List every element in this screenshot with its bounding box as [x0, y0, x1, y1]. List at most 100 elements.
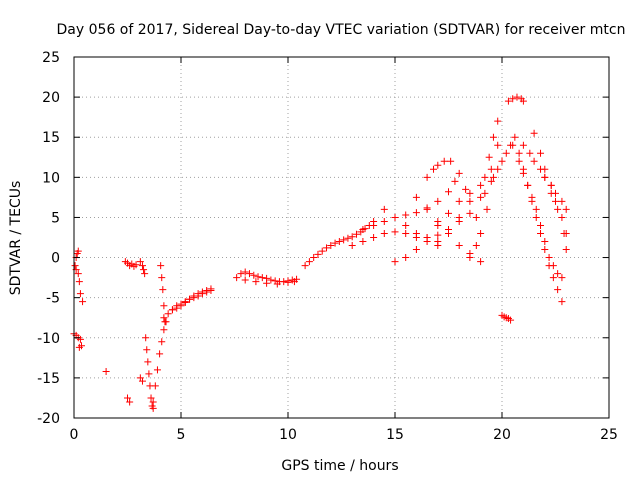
y-tick-label: 0 — [51, 251, 60, 267]
series-late-e — [515, 157, 566, 282]
data-point — [156, 350, 164, 358]
data-point — [481, 189, 489, 197]
data-point — [143, 346, 151, 354]
data-point — [549, 262, 557, 270]
data-point — [541, 238, 549, 246]
series-day-g — [434, 165, 495, 246]
data-point — [75, 343, 83, 351]
data-point — [370, 221, 378, 229]
data-point — [177, 302, 185, 310]
data-point — [348, 242, 356, 250]
data-point — [554, 270, 562, 278]
data-point — [434, 197, 442, 205]
x-tick-label: 0 — [70, 427, 79, 443]
data-point — [466, 254, 474, 262]
data-point — [412, 209, 420, 217]
series-day-i — [472, 117, 502, 221]
data-point — [485, 153, 493, 161]
y-tick-label: 10 — [42, 170, 60, 186]
series-late-g — [530, 129, 570, 237]
data-point — [412, 193, 420, 201]
data-point — [254, 273, 262, 281]
data-point — [402, 254, 410, 262]
grid — [74, 57, 609, 418]
series-day-b — [348, 228, 442, 250]
data-point — [528, 193, 536, 201]
series-isolated — [102, 367, 146, 406]
x-tick-label: 25 — [600, 427, 618, 443]
data-point — [71, 262, 79, 270]
data-point — [158, 274, 166, 282]
data-point — [477, 258, 485, 266]
data-point — [423, 205, 431, 213]
data-point — [541, 165, 549, 173]
data-point — [558, 274, 566, 282]
data-point — [487, 177, 495, 185]
data-point — [145, 370, 153, 378]
data-point — [515, 149, 523, 157]
data-point — [434, 238, 442, 246]
y-axis-label: SDTVAR / TECUs — [8, 181, 24, 296]
data-point — [241, 276, 249, 284]
data-point — [455, 213, 463, 221]
data-point — [181, 298, 189, 306]
series-track-2.5h — [121, 258, 140, 270]
data-point — [537, 149, 545, 157]
data-point — [348, 233, 356, 241]
y-tick-label: -20 — [37, 411, 60, 427]
data-point — [509, 141, 517, 149]
data-point — [509, 95, 517, 103]
chart-title: Day 056 of 2017, Sidereal Day-to-day VTE… — [57, 22, 626, 38]
data-point — [412, 246, 420, 254]
data-point — [440, 157, 448, 165]
data-point — [466, 209, 474, 217]
data-point — [159, 286, 167, 294]
data-point — [380, 205, 388, 213]
data-point — [545, 254, 553, 262]
data-point — [263, 279, 271, 287]
series-spike-4.1h — [157, 262, 169, 326]
data-point — [380, 229, 388, 237]
data-point — [423, 234, 431, 241]
data-point — [519, 141, 527, 149]
y-tick-label: -10 — [37, 331, 60, 347]
y-tick-label: 20 — [42, 90, 60, 106]
data-point — [164, 310, 172, 318]
data-point — [168, 306, 176, 314]
data-point — [335, 238, 343, 246]
data-point — [305, 258, 313, 266]
data-point — [153, 366, 161, 374]
data-point — [447, 157, 455, 165]
data-point — [541, 173, 549, 181]
data-point — [472, 242, 480, 250]
x-tick-label: 15 — [386, 427, 404, 443]
series-late-b — [504, 93, 527, 105]
data-point — [445, 188, 452, 196]
x-tick-label: 10 — [279, 427, 297, 443]
data-point — [455, 169, 463, 177]
x-tick-label: 20 — [493, 427, 511, 443]
data-point — [323, 244, 331, 252]
data-point — [455, 197, 463, 205]
data-point — [160, 302, 168, 310]
data-point — [132, 261, 140, 269]
axis-ticks: 0 5 10 15 20 25 -20 -15 -10 -5 0 5 10 15 20 25 — [37, 50, 618, 443]
data-point — [245, 270, 253, 278]
data-point — [537, 229, 545, 237]
data-point — [74, 247, 82, 255]
data-point — [558, 213, 566, 221]
y-tick-label: -5 — [46, 291, 60, 307]
data-point — [147, 394, 155, 402]
data-point — [267, 276, 275, 284]
data-point — [149, 398, 157, 406]
data-point — [477, 181, 485, 189]
data-point — [241, 268, 249, 276]
data-point — [344, 234, 352, 242]
series-late-h — [541, 173, 570, 254]
data-point — [494, 117, 502, 125]
data-point — [513, 93, 521, 101]
data-point — [136, 258, 144, 266]
series-day-d — [391, 185, 470, 266]
data-point — [537, 221, 545, 229]
